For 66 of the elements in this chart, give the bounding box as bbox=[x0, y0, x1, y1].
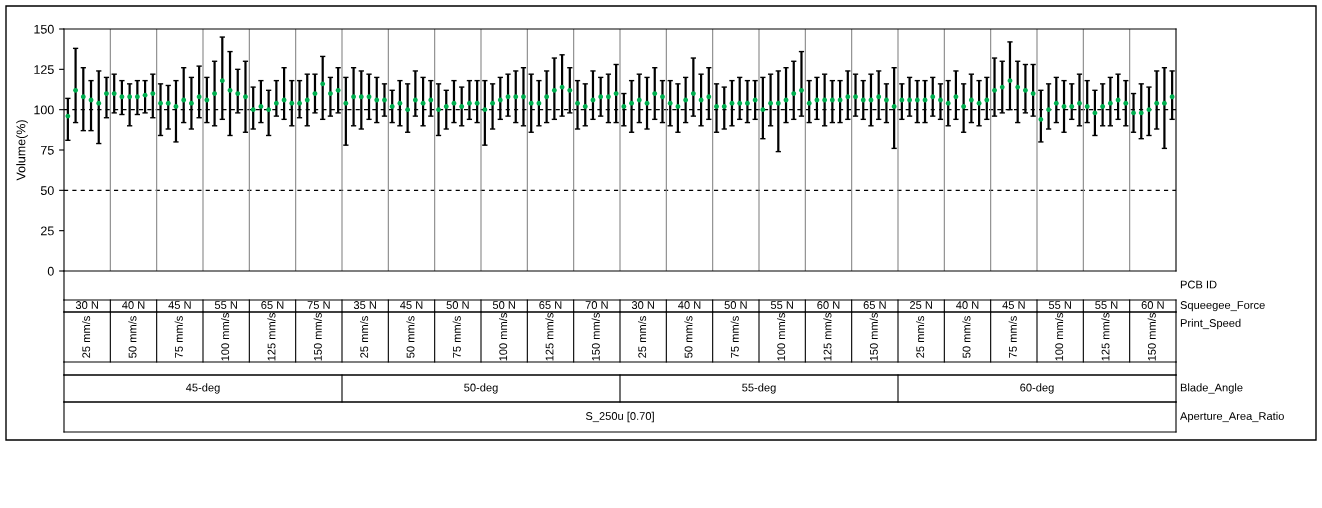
text: Print_Speed bbox=[1180, 318, 1241, 330]
text: 125 mm/s bbox=[545, 313, 554, 361]
text: 50-deg bbox=[464, 383, 498, 394]
text: 75 N bbox=[307, 301, 330, 309]
text: 65 N bbox=[261, 301, 284, 309]
text: 100 mm/s bbox=[220, 313, 230, 361]
y-tick-label: 75 bbox=[41, 145, 54, 155]
text: 75 mm/s bbox=[1008, 316, 1017, 358]
text: 65 N bbox=[863, 301, 886, 309]
y-tick-label: 100 bbox=[34, 105, 54, 115]
text: 55 N bbox=[214, 301, 237, 309]
text: 40 N bbox=[678, 301, 701, 309]
text: 50 N bbox=[492, 301, 515, 309]
text: 60 N bbox=[1141, 301, 1164, 309]
text: 55 N bbox=[1048, 301, 1071, 309]
text: 150 mm/s bbox=[1147, 313, 1156, 361]
text: 45-deg bbox=[185, 383, 220, 394]
text: 25 mm/s bbox=[637, 316, 647, 358]
text: 70 N bbox=[585, 301, 608, 309]
text: S_250u [0.70] bbox=[585, 411, 654, 423]
text: 40 N bbox=[956, 301, 979, 309]
text: 25 N bbox=[909, 301, 932, 309]
text: 125 mm/s bbox=[1101, 313, 1110, 361]
text: 25 mm/s bbox=[915, 316, 925, 358]
y-tick-label: 150 bbox=[34, 24, 54, 34]
text: 150 mm/s bbox=[313, 313, 322, 361]
text: 30 N bbox=[75, 301, 98, 309]
text: 100 mm/s bbox=[498, 313, 508, 361]
text: 50 mm/s bbox=[962, 316, 971, 358]
text: 55 N bbox=[770, 301, 793, 309]
y-tick-label: 25 bbox=[41, 226, 54, 236]
y-tick-label: 125 bbox=[34, 65, 54, 74]
text: Aperture_Area_Ratio bbox=[1180, 411, 1284, 423]
text: 25 mm/s bbox=[359, 316, 369, 358]
text: 75 mm/s bbox=[730, 316, 739, 358]
text: 100 mm/s bbox=[776, 313, 786, 361]
text: 125 mm/s bbox=[267, 313, 276, 361]
text: 45 N bbox=[400, 301, 423, 309]
y-tick-label: 0 bbox=[47, 266, 54, 276]
text: 50 mm/s bbox=[406, 316, 415, 358]
text: 150 mm/s bbox=[869, 313, 878, 361]
text: 50 mm/s bbox=[128, 316, 137, 358]
text: 30 N bbox=[631, 301, 654, 309]
text: 125 mm/s bbox=[823, 313, 832, 361]
text: 45 N bbox=[1002, 301, 1025, 309]
text: 25 mm/s bbox=[81, 316, 91, 358]
text: 60 N bbox=[817, 301, 840, 309]
y-tick-label: 50 bbox=[40, 186, 54, 195]
text: 50 N bbox=[446, 301, 469, 309]
text: 100 mm/s bbox=[1054, 313, 1064, 361]
text: 55 N bbox=[1095, 301, 1118, 309]
text: 55-deg bbox=[742, 383, 776, 394]
text: PCB ID bbox=[1180, 280, 1217, 289]
text: 75 mm/s bbox=[452, 316, 461, 358]
y-axis-title: Volume(%) bbox=[16, 120, 28, 181]
text: 45 N bbox=[168, 301, 191, 309]
text: 40 N bbox=[122, 301, 145, 309]
text: 35 N bbox=[353, 301, 376, 309]
text: 150 mm/s bbox=[591, 313, 600, 361]
text: 60-deg bbox=[1020, 383, 1054, 394]
text: Blade_Angle bbox=[1180, 383, 1243, 394]
text: 65 N bbox=[539, 301, 562, 309]
text: 75 mm/s bbox=[174, 316, 183, 358]
text: 50 mm/s bbox=[684, 316, 693, 358]
text: 50 N bbox=[724, 301, 747, 309]
text: Squeegee_Force bbox=[1180, 301, 1265, 312]
